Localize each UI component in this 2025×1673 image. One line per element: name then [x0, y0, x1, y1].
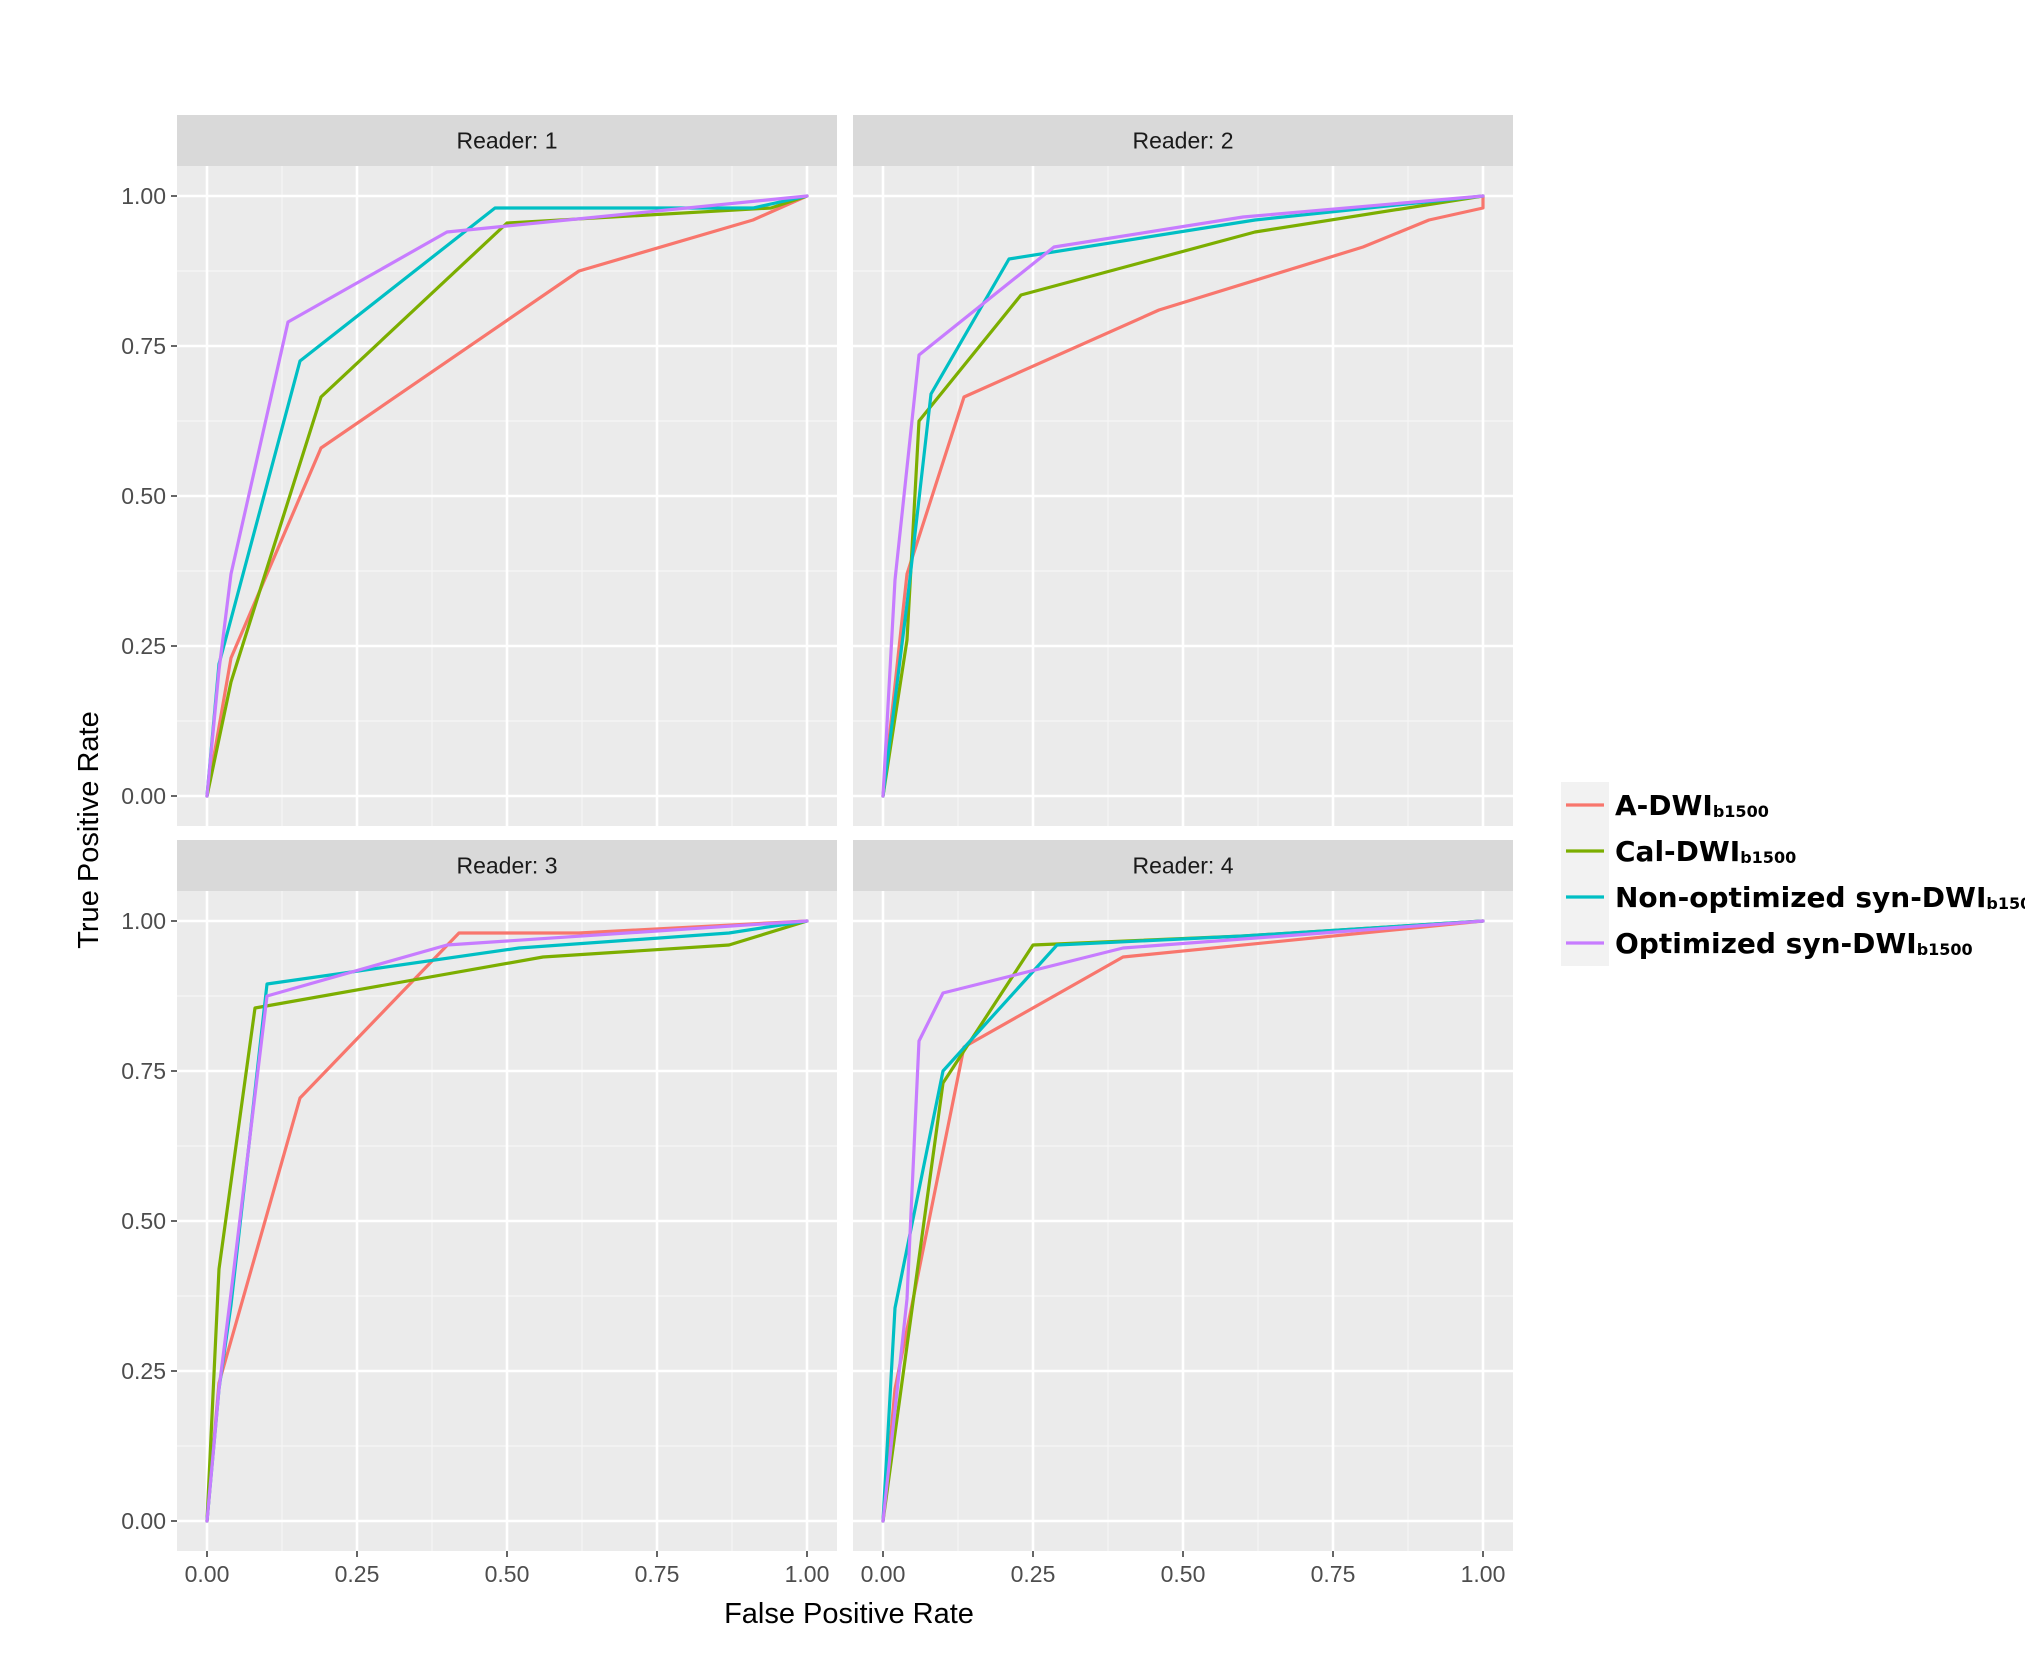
facet-strip	[853, 115, 1513, 166]
roc-line-series-2	[205, 919, 809, 1523]
roc-line-series-1	[881, 194, 1485, 798]
x-tick-label: 0.00	[185, 1561, 230, 1587]
facet-strip	[177, 115, 837, 166]
legend-key-background	[1561, 782, 1609, 966]
x-tick-label: 0.25	[335, 1561, 380, 1587]
panel-reader-1: Reader: 1 0.00 0.25 0.50 0.75 1.00	[121, 115, 837, 826]
x-tick-label: 0.50	[485, 1561, 530, 1587]
y-axis-title: True Positive Rate	[73, 711, 105, 948]
y-tick-label: 0.00	[121, 1508, 166, 1534]
y-tick-label: 0.50	[121, 483, 166, 509]
roc-line-series-4	[205, 194, 809, 798]
y-tick-label: 0.25	[121, 1358, 166, 1384]
roc-line-series-3	[881, 919, 1485, 1523]
legend-label: Non-optimized syn-DWIb1500	[1615, 881, 2025, 914]
roc-line-series-2	[205, 194, 809, 798]
x-tick-label: 0.25	[1011, 1561, 1056, 1587]
facet-strip-label: Reader: 2	[1132, 128, 1233, 154]
roc-line-series-1	[205, 194, 809, 798]
legend: A-DWIb1500 Cal-DWIb1500 Non-optimized syn-…	[1561, 782, 2025, 966]
x-tick-label: 0.75	[635, 1561, 680, 1587]
y-tick-label: 0.75	[121, 1058, 166, 1084]
legend-item: Optimized syn-DWIb1500	[1566, 927, 1973, 960]
panel-reader-4: Reader: 4 0.00 0.25 0.50 0.75 1.00	[853, 840, 1513, 1587]
legend-item: Cal-DWIb1500	[1566, 835, 1796, 868]
roc-line-series-4	[881, 194, 1485, 798]
x-tick-label: 1.00	[785, 1561, 830, 1587]
facet-strip-label: Reader: 4	[1132, 853, 1233, 879]
y-tick-label: 0.25	[121, 633, 166, 659]
facet-strip-label: Reader: 1	[456, 128, 557, 154]
legend-label: Cal-DWIb1500	[1615, 835, 1796, 868]
y-tick-label: 0.75	[121, 333, 166, 359]
facet-panels: Reader: 1 0.00 0.25 0.50 0.75 1.00 Reader: 2 Re…	[121, 115, 1513, 1587]
y-tick-label: 0.50	[121, 1208, 166, 1234]
roc-line-series-4	[205, 919, 809, 1523]
facet-strip	[853, 840, 1513, 891]
roc-line-series-4	[881, 919, 1485, 1523]
facet-strip	[177, 840, 837, 891]
legend-label: A-DWIb1500	[1615, 789, 1769, 822]
x-tick-label: 0.50	[1161, 1561, 1206, 1587]
legend-label: Optimized syn-DWIb1500	[1615, 927, 1973, 960]
roc-line-series-2	[881, 194, 1485, 798]
y-tick-label: 1.00	[121, 908, 166, 934]
x-tick-label: 0.75	[1311, 1561, 1356, 1587]
panel-reader-3: Reader: 3 0.00 0.25 0.50 0.75 1.00 0.00 0.25 0.5…	[121, 840, 837, 1587]
legend-item: Non-optimized syn-DWIb1500	[1566, 881, 2025, 914]
roc-line-series-3	[881, 194, 1485, 798]
legend-item: A-DWIb1500	[1566, 789, 1769, 822]
x-axis-title: False Positive Rate	[724, 1598, 974, 1630]
x-tick-label: 1.00	[1461, 1561, 1506, 1587]
x-tick-label: 0.00	[861, 1561, 906, 1587]
facet-strip-label: Reader: 3	[456, 853, 557, 879]
panel-reader-2: Reader: 2	[853, 115, 1513, 826]
y-tick-label: 1.00	[121, 183, 166, 209]
y-tick-label: 0.00	[121, 783, 166, 809]
